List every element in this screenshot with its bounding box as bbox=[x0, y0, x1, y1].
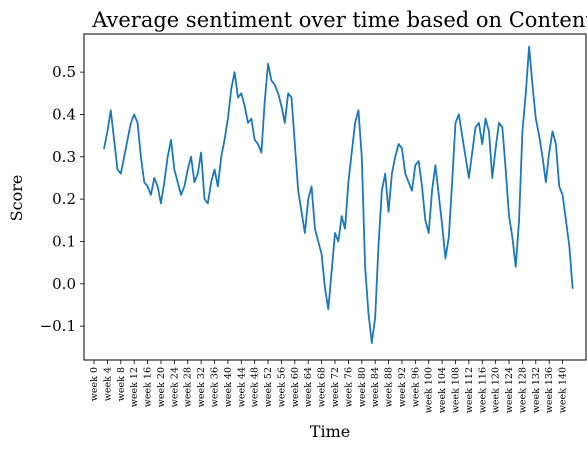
x-tick-label: week 24 bbox=[169, 367, 180, 407]
x-tick-label: week 100 bbox=[424, 367, 435, 413]
y-tick-label: 0.1 bbox=[52, 232, 76, 250]
x-tick-label: week 92 bbox=[397, 367, 408, 407]
x-tick-label: week 116 bbox=[477, 367, 488, 413]
x-tick-label: week 64 bbox=[303, 367, 314, 407]
x-tick-label: week 40 bbox=[223, 367, 234, 407]
x-tick-label: week 8 bbox=[116, 367, 127, 401]
x-tick-label: week 16 bbox=[143, 367, 154, 407]
x-tick-label: week 44 bbox=[236, 367, 247, 407]
x-tick-label: week 136 bbox=[544, 367, 555, 413]
x-tick-label: week 104 bbox=[437, 367, 448, 413]
x-tick-label: week 108 bbox=[450, 367, 461, 413]
x-tick-label: week 12 bbox=[129, 367, 140, 407]
x-axis-label: Time bbox=[310, 422, 350, 441]
y-tick-label: −0.1 bbox=[40, 317, 76, 335]
x-axis-ticks: week 0 week 4 week 8 week 12 week 16 week 20 w… bbox=[89, 360, 569, 413]
x-tick-label: week 84 bbox=[370, 367, 381, 407]
x-tick-label: week 28 bbox=[183, 367, 194, 407]
chart-title: Average sentiment over time based on Con… bbox=[91, 8, 587, 32]
x-tick-label: week 32 bbox=[196, 367, 207, 407]
y-tick-label: 0.3 bbox=[52, 148, 76, 166]
y-tick-label: 0.5 bbox=[52, 63, 76, 81]
x-tick-label: week 128 bbox=[517, 367, 528, 413]
y-tick-label: 0.2 bbox=[52, 190, 76, 208]
y-tick-label: 0.0 bbox=[52, 275, 76, 293]
x-tick-label: week 60 bbox=[290, 367, 301, 407]
y-axis-label: Score bbox=[7, 175, 26, 222]
y-tick-label: 0.4 bbox=[52, 105, 76, 123]
x-tick-label: week 124 bbox=[504, 367, 515, 413]
x-tick-label: week 112 bbox=[464, 367, 475, 413]
x-tick-label: week 68 bbox=[317, 367, 328, 407]
x-tick-label: week 88 bbox=[384, 367, 395, 407]
x-tick-label: week 48 bbox=[250, 367, 261, 407]
x-tick-label: week 120 bbox=[491, 367, 502, 413]
x-tick-label: week 56 bbox=[276, 367, 287, 407]
sentiment-series-line bbox=[103, 45, 574, 344]
x-tick-label: week 72 bbox=[330, 367, 341, 407]
x-tick-label: week 80 bbox=[357, 367, 368, 407]
x-tick-label: week 52 bbox=[263, 367, 274, 407]
x-tick-label: week 20 bbox=[156, 367, 167, 407]
y-axis-ticks: −0.1 0.0 0.1 0.2 0.3 0.4 0.5 bbox=[40, 63, 84, 335]
x-tick-label: week 132 bbox=[531, 367, 542, 413]
x-tick-label: week 76 bbox=[343, 367, 354, 407]
x-tick-label: week 96 bbox=[410, 367, 421, 407]
x-tick-label: week 140 bbox=[558, 367, 569, 413]
x-tick-label: week 36 bbox=[210, 367, 221, 407]
plot-area-frame bbox=[83, 33, 587, 361]
x-tick-label: week 4 bbox=[102, 367, 113, 401]
x-tick-label: week 0 bbox=[89, 367, 100, 401]
